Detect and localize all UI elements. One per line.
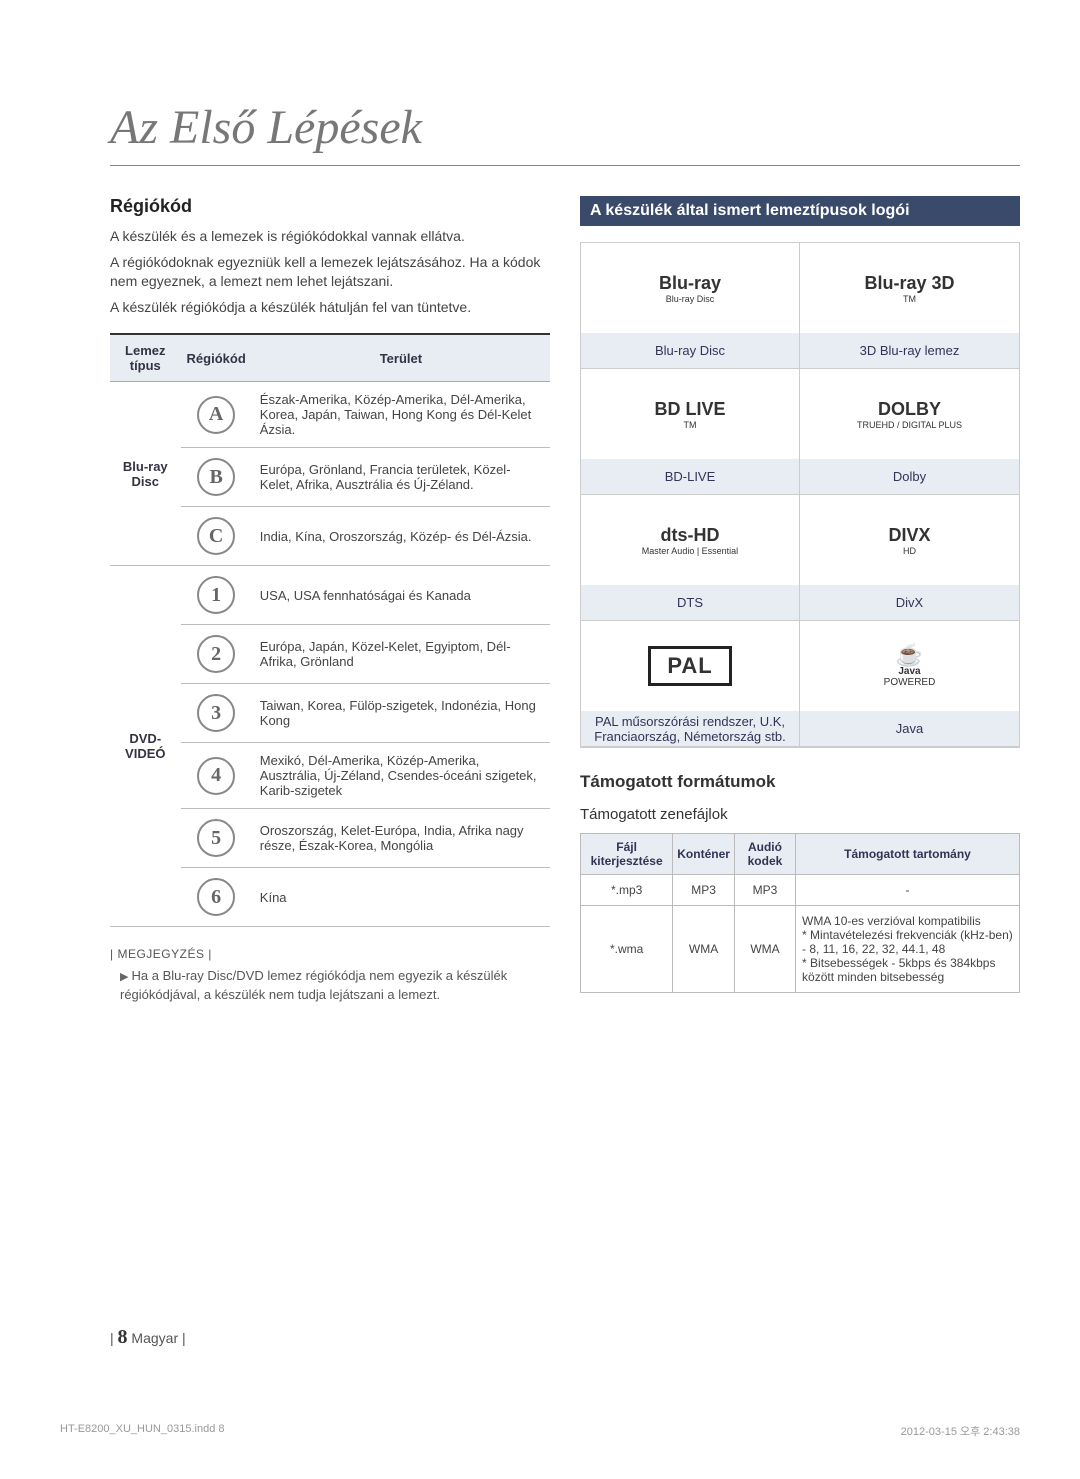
logo-grid: Blu-rayBlu-ray DiscBlu-ray 3DTMBlu-ray D…: [580, 242, 1020, 748]
formats-heading: Támogatott formátumok: [580, 772, 1020, 792]
indd-file: HT-E8200_XU_HUN_0315.indd 8: [60, 1423, 225, 1439]
region-code-icon: 2: [181, 625, 252, 684]
audio-th-codec: Audió kodek: [734, 834, 795, 875]
audio-table: Fájl kiterjesztése Konténer Audió kodek …: [580, 833, 1020, 993]
region-heading: Régiókód: [110, 196, 550, 217]
region-para-3: A készülék régiókódja a készülék hátuljá…: [110, 298, 550, 318]
indesign-slug: HT-E8200_XU_HUN_0315.indd 8 2012-03-15 오…: [60, 1423, 1020, 1439]
logo-label: DTS: [581, 585, 800, 621]
region-para-2: A régiókódoknak egyezniük kell a lemezek…: [110, 253, 550, 292]
note-text: Ha a Blu-ray Disc/DVD lemez régiókódja n…: [120, 967, 550, 1004]
region-area: Taiwan, Korea, Fülöp-szigetek, Indonézia…: [252, 684, 550, 743]
logo-label: Dolby: [800, 459, 1019, 495]
region-th-type: Lemez típus: [110, 334, 181, 382]
formats-sub: Támogatott zenefájlok: [580, 806, 1020, 823]
audio-th-ext: Fájl kiterjesztése: [581, 834, 673, 875]
page: Az Első Lépések Régiókód A készülék és a…: [0, 0, 1080, 1479]
region-code-icon: 6: [181, 868, 252, 927]
content-columns: Régiókód A készülék és a lemezek is régi…: [110, 196, 1020, 1004]
note-label: | MEGJEGYZÉS |: [110, 947, 550, 961]
region-code-icon: B: [181, 448, 252, 507]
logo-image: PAL: [581, 621, 800, 711]
region-area: USA, USA fennhatóságai és Kanada: [252, 566, 550, 625]
region-table: Lemez típus Régiókód Terület Blu-ray Dis…: [110, 333, 550, 927]
region-area: Észak-Amerika, Közép-Amerika, Dél-Amerik…: [252, 382, 550, 448]
region-area: Mexikó, Dél-Amerika, Közép-Amerika, Ausz…: [252, 743, 550, 809]
region-para-1: A készülék és a lemezek is régiókódokkal…: [110, 227, 550, 247]
audio-cell: *.mp3: [581, 875, 673, 906]
logo-label: Java: [800, 711, 1019, 747]
audio-th-range: Támogatott tartomány: [796, 834, 1020, 875]
logo-image: dts-HDMaster Audio | Essential: [581, 495, 800, 585]
region-code-icon: 3: [181, 684, 252, 743]
audio-cell: -: [796, 875, 1020, 906]
audio-cell: MP3: [673, 875, 735, 906]
logo-image: Blu-ray 3DTM: [800, 243, 1019, 333]
page-footer: | 8 Magyar |: [110, 1326, 186, 1349]
logo-label: BD-LIVE: [581, 459, 800, 495]
page-number: 8: [118, 1326, 128, 1348]
logo-image: ☕JavaPOWERED: [800, 621, 1019, 711]
region-area: Európa, Grönland, Francia területek, Köz…: [252, 448, 550, 507]
logo-image: DIVXHD: [800, 495, 1019, 585]
region-code-icon: A: [181, 382, 252, 448]
audio-cell: MP3: [734, 875, 795, 906]
audio-cell: WMA: [734, 906, 795, 993]
logo-label: Blu-ray Disc: [581, 333, 800, 369]
region-code-icon: 4: [181, 743, 252, 809]
region-code-icon: 5: [181, 809, 252, 868]
region-area: Oroszország, Kelet-Európa, India, Afrika…: [252, 809, 550, 868]
logos-heading: A készülék által ismert lemeztípusok log…: [580, 196, 1020, 226]
region-area: Kína: [252, 868, 550, 927]
region-type-bluray: Blu-ray Disc: [110, 382, 181, 566]
logo-label: 3D Blu-ray lemez: [800, 333, 1019, 369]
region-area: Európa, Japán, Közel-Kelet, Egyiptom, Dé…: [252, 625, 550, 684]
logo-image: DOLBYTRUEHD / DIGITAL PLUS: [800, 369, 1019, 459]
audio-cell: *.wma: [581, 906, 673, 993]
region-th-area: Terület: [252, 334, 550, 382]
logo-label: PAL műsorszórási rendszer, U.K, Franciao…: [581, 711, 800, 747]
page-title: Az Első Lépések: [110, 100, 1020, 166]
indd-time: 2012-03-15 오후 2:43:38: [901, 1423, 1020, 1439]
page-lang: Magyar: [131, 1330, 178, 1346]
logo-image: Blu-rayBlu-ray Disc: [581, 243, 800, 333]
logo-image: BD LIVETM: [581, 369, 800, 459]
region-code-icon: C: [181, 507, 252, 566]
region-area: India, Kína, Oroszország, Közép- és Dél-…: [252, 507, 550, 566]
audio-th-container: Konténer: [673, 834, 735, 875]
audio-cell: WMA: [673, 906, 735, 993]
logo-label: DivX: [800, 585, 1019, 621]
audio-cell: WMA 10-es verzióval kompatibilis * Minta…: [796, 906, 1020, 993]
region-th-code: Régiókód: [181, 334, 252, 382]
region-code-icon: 1: [181, 566, 252, 625]
right-column: A készülék által ismert lemeztípusok log…: [580, 196, 1020, 1004]
left-column: Régiókód A készülék és a lemezek is régi…: [110, 196, 550, 1004]
region-type-dvd: DVD-VIDEÓ: [110, 566, 181, 927]
